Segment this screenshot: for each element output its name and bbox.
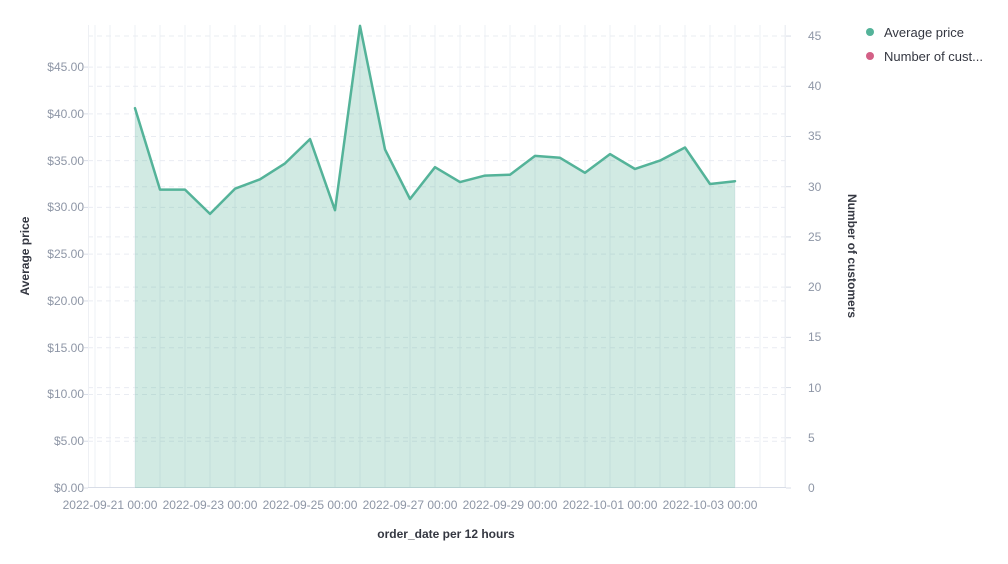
y-axis-left-tick-label: $35.00 bbox=[47, 153, 84, 168]
y-axis-right-tick-label: 5 bbox=[808, 430, 815, 445]
x-axis-title: order_date per 12 hours bbox=[377, 527, 515, 541]
y-axis-left-tick-label: $0.00 bbox=[53, 481, 84, 495]
legend-dot-pink-icon bbox=[866, 52, 874, 60]
y-axis-right-tick-label: 30 bbox=[808, 179, 822, 194]
y-axis-left-title: Average price bbox=[18, 216, 32, 296]
x-axis-tick-label: 2022-09-27 00:00 bbox=[362, 498, 458, 512]
x-axis-tick-label: 2022-10-01 00:00 bbox=[562, 498, 658, 512]
x-axis-tick-label: 2022-10-03 00:00 bbox=[662, 498, 758, 512]
x-axis-tick-label: 2022-09-21 00:00 bbox=[62, 498, 158, 512]
legend: Average price Number of cust... bbox=[866, 20, 983, 68]
y-axis-right-tick-label: 45 bbox=[808, 29, 822, 44]
y-axis-left-tick-label: $20.00 bbox=[47, 293, 84, 308]
legend-item-average-price[interactable]: Average price bbox=[866, 20, 983, 44]
plot-area[interactable] bbox=[84, 24, 791, 489]
average-price-area bbox=[135, 25, 735, 489]
y-axis-right-tick-label: 0 bbox=[808, 481, 815, 495]
y-axis-left-tick-label: $25.00 bbox=[47, 247, 84, 262]
y-axis-left-tick-label: $30.00 bbox=[47, 200, 84, 215]
y-axis-left-tick-label: $15.00 bbox=[47, 340, 84, 355]
y-axis-right-tick-label: 40 bbox=[808, 79, 822, 94]
average-price-line bbox=[133, 24, 737, 216]
y-axis-right-tick-label: 20 bbox=[808, 280, 822, 295]
x-axis-tick-label: 2022-09-29 00:00 bbox=[462, 498, 558, 512]
y-axis-left-tick-label: $5.00 bbox=[53, 434, 84, 449]
y-axis-left-tick-label: $10.00 bbox=[47, 387, 84, 402]
y-axis-right-title: Number of customers bbox=[845, 193, 859, 319]
y-axis-right-tick-label: 25 bbox=[808, 229, 822, 244]
x-axis-tick-label: 2022-09-25 00:00 bbox=[262, 498, 358, 512]
y-axis-right-tick-label: 15 bbox=[808, 330, 822, 345]
legend-label-average-price[interactable]: Average price bbox=[884, 24, 964, 40]
legend-label-number-of-customers[interactable]: Number of cust... bbox=[884, 48, 983, 64]
y-axis-right-tick-label: 35 bbox=[808, 129, 822, 144]
y-axis-left-tick-label: $40.00 bbox=[47, 106, 84, 121]
y-axis-right-tick-label: 10 bbox=[808, 380, 822, 395]
axis-lines bbox=[84, 25, 791, 489]
x-axis-tick-label: 2022-09-23 00:00 bbox=[162, 498, 258, 512]
legend-item-number-of-customers[interactable]: Number of cust... bbox=[866, 44, 983, 68]
legend-dot-green-icon bbox=[866, 28, 874, 36]
y-axis-left-tick-label: $45.00 bbox=[47, 60, 84, 75]
